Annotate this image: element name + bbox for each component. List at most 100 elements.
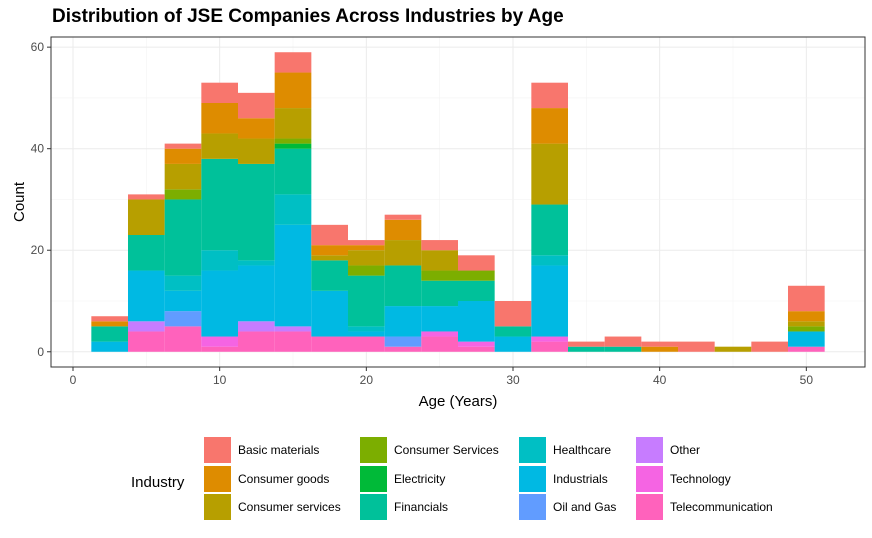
y-axis-title: Count [11, 181, 28, 222]
legend-key-technology [636, 466, 663, 492]
bar-segment-telecommunication [421, 336, 458, 352]
bar-segment-consumer-services [274, 138, 312, 144]
bar-segment-financials [421, 280, 458, 307]
legend-label: Other [670, 443, 700, 457]
legend-label: Telecommunication [670, 500, 773, 514]
x-axis: 0 10 20 30 40 50 [70, 367, 813, 387]
bar-segment-financials [494, 326, 532, 337]
bar-segment-consumer-services [238, 138, 275, 164]
bar-segment-consumer-services [311, 255, 348, 261]
bar-segment-healthcare [238, 260, 275, 266]
bar-segment-consumer-services [788, 321, 825, 327]
bar-segment-industrials [348, 331, 385, 337]
bar-segment-healthcare [274, 194, 312, 225]
bar-segment-consumer-services [348, 250, 385, 266]
legend-label: Basic materials [238, 443, 319, 457]
legend: Industry Basic materials Consumer goods Co… [131, 437, 773, 520]
bar-segment-basic-materials [164, 143, 202, 149]
bar-segment-telecommunication [348, 336, 385, 352]
bar-segment-consumer-goods [348, 245, 385, 251]
legend-key-industrials [519, 466, 546, 492]
bar-segment-telecommunication [238, 331, 275, 352]
x-tick-label: 20 [360, 373, 374, 387]
bar-segment-basic-materials [604, 336, 642, 347]
legend-key-consumer-goods [204, 466, 231, 492]
bar-segment-financials [311, 260, 348, 291]
x-tick-label: 0 [70, 373, 77, 387]
y-tick-label: 60 [31, 40, 45, 54]
bar-segment-telecommunication [458, 346, 495, 352]
bar-segment-consumer-services [201, 133, 238, 159]
bar-segment-consumer-goods [311, 245, 348, 256]
bar-segment-industrials [238, 265, 275, 322]
bar-segment-telecommunication [531, 341, 568, 352]
bar-segment-oil-and-gas [164, 311, 202, 327]
bar-segment-consumer-services [128, 199, 165, 235]
bar-segment-basic-materials [788, 285, 825, 312]
legend-label: Oil and Gas [553, 500, 616, 514]
bar-segment-industrials [91, 341, 128, 352]
bar-segment-industrials [531, 265, 568, 337]
bar-segment-telecommunication [788, 346, 825, 352]
legend-key-other [636, 437, 663, 463]
x-tick-label: 10 [213, 373, 227, 387]
bar-segment-consumer-goods [274, 72, 312, 109]
legend-label: Electricity [394, 472, 445, 486]
bar-segment-industrials [311, 290, 348, 337]
bar-segment-industrials [128, 270, 165, 322]
bar-segment-consumer-services [348, 265, 385, 276]
bar-segment-technology [421, 331, 458, 337]
y-tick-label: 0 [37, 345, 44, 359]
legend-label: Industrials [553, 472, 608, 486]
bar-segment-basic-materials [458, 255, 495, 271]
y-tick-label: 40 [31, 142, 45, 156]
bar-segment-financials [568, 346, 605, 352]
legend-key-consumer-services [360, 437, 387, 463]
bar-segment-consumer-services [421, 250, 458, 271]
legend-key-electricity [360, 466, 387, 492]
legend-key-telecommunication [636, 494, 663, 520]
bar-segment-consumer-services [164, 189, 202, 200]
bar-segment-telecommunication [164, 326, 202, 352]
bar-segment-industrials [788, 331, 825, 347]
bar-segment-consumer-services [164, 163, 202, 190]
bar-segment-financials [458, 280, 495, 301]
bar-segment-healthcare [201, 250, 238, 271]
bar-segment-financials [201, 158, 238, 251]
bar-segment-financials [91, 326, 128, 342]
bar-segment-financials [238, 163, 275, 261]
bar-segment-consumer-goods [531, 108, 568, 144]
bar-segment-other [274, 326, 312, 332]
bar-segment-industrials [458, 301, 495, 342]
bar-segment-electricity [274, 143, 312, 149]
bar-segment-basic-materials [531, 82, 568, 109]
legend-key-financials [360, 494, 387, 520]
bar-segment-consumer-goods [91, 321, 128, 327]
bar-segment-financials [128, 235, 165, 271]
x-tick-label: 30 [506, 373, 520, 387]
bar-segment-consumer-goods [788, 311, 825, 322]
bar-segment-industrials [494, 336, 532, 352]
bar-segment-basic-materials [751, 341, 788, 352]
legend-key-healthcare [519, 437, 546, 463]
bar-segment-basic-materials [311, 224, 348, 246]
legend-key-basic-materials [204, 437, 231, 463]
bar-segment-consumer-services [458, 270, 495, 281]
bar-segment-basic-materials [128, 194, 165, 200]
legend-title: Industry [131, 474, 185, 491]
bar-segment-industrials [384, 306, 422, 337]
legend-label: Consumer services [238, 500, 341, 514]
bar-segment-consumer-services [421, 270, 458, 281]
bar-segment-industrials [421, 306, 458, 332]
bar-segment-basic-materials [238, 92, 275, 119]
bar-segment-healthcare [531, 255, 568, 266]
x-axis-title: Age (Years) [419, 393, 498, 410]
y-axis: 0 20 40 60 [31, 40, 51, 359]
legend-key-consumer-services [204, 494, 231, 520]
bars-group [91, 52, 825, 352]
bar-segment-basic-materials [421, 240, 458, 251]
bar-segment-healthcare [348, 326, 385, 332]
panel-border [50, 36, 866, 368]
y-tick-label: 20 [31, 243, 45, 257]
